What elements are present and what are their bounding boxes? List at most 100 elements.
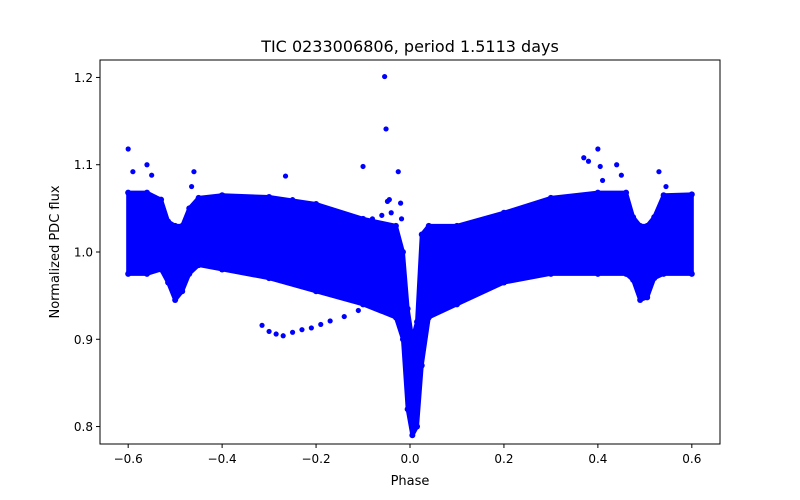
scatter-point: [398, 200, 404, 206]
scatter-point: [289, 329, 296, 335]
scatter-point: [318, 321, 324, 328]
scatter-point: [266, 328, 272, 335]
y-tick-label: 1.1: [74, 158, 93, 172]
scatter-point: [219, 266, 226, 273]
scatter-point: [143, 270, 150, 277]
scatter-point: [409, 336, 416, 343]
scatter-point: [623, 270, 630, 277]
x-tick-label: 0.0: [400, 452, 419, 466]
x-tick-label: −0.6: [114, 452, 143, 466]
scatter-point: [585, 158, 592, 164]
scatter-point: [597, 163, 603, 170]
scatter-point: [280, 333, 286, 339]
scatter-point: [172, 297, 179, 303]
scatter-point: [360, 301, 367, 308]
scatter-point: [346, 212, 352, 218]
scatter-point: [299, 327, 305, 333]
x-tick-label: −0.2: [301, 452, 330, 466]
y-axis: 0.8 0.9 1.0 1.1 1.2: [74, 71, 100, 434]
scatter-point: [386, 197, 392, 203]
scatter-point: [409, 432, 416, 439]
scatter-point: [266, 194, 273, 201]
scatter-point: [656, 169, 662, 175]
scatter-point: [543, 238, 549, 245]
scatter-point: [172, 222, 179, 229]
chart-title: TIC 0233006806, period 1.5113 days: [260, 37, 559, 56]
scatter-point: [130, 169, 136, 175]
scatter-point: [651, 275, 658, 282]
scatter-point: [388, 210, 394, 216]
scatter-point: [186, 270, 193, 277]
scatter-point: [644, 294, 651, 301]
x-axis: −0.6 −0.4 −0.2 0.0 0.2 0.4 0.6: [114, 444, 701, 466]
x-tick-label: 0.6: [682, 452, 701, 466]
scatter-point: [399, 336, 406, 343]
scatter-point: [453, 301, 460, 308]
y-axis-label: Normalized PDC flux: [48, 185, 63, 318]
scatter-point: [158, 196, 165, 203]
scatter-point: [515, 262, 521, 268]
scatter-point: [313, 201, 320, 207]
scatter-point: [125, 146, 131, 152]
scatter-point: [289, 197, 296, 203]
scatter-point: [557, 230, 563, 236]
scatter-point: [688, 270, 695, 277]
y-tick-label: 0.8: [74, 420, 93, 434]
scatter-point: [581, 155, 587, 161]
scatter-point: [308, 325, 314, 331]
x-tick-label: −0.4: [208, 452, 237, 466]
scatter-point: [547, 270, 554, 277]
scatter-point: [487, 282, 493, 288]
scatter-point: [259, 322, 265, 328]
scatter-point: [500, 209, 507, 216]
scatter-point: [529, 249, 535, 255]
scatter-point: [186, 205, 193, 212]
scatter-point: [360, 215, 367, 222]
scatter-point: [430, 301, 437, 307]
scatter-point: [282, 173, 289, 179]
scatter-point: [418, 362, 425, 369]
scatter-point: [623, 189, 630, 196]
scatter-point: [149, 172, 155, 178]
scatter-point: [614, 162, 620, 168]
scatter-point: [158, 266, 165, 273]
scatter-point: [630, 276, 637, 283]
scatter-point: [594, 270, 601, 277]
scatter-point: [594, 189, 601, 196]
y-tick-label: 0.9: [74, 333, 93, 347]
scatter-point: [165, 218, 172, 225]
scatter-point: [144, 162, 150, 168]
scatter-point: [392, 314, 399, 321]
scatter-point: [392, 222, 399, 229]
scatter-point: [404, 305, 411, 312]
scatter-point: [395, 169, 401, 175]
scatter-point: [382, 73, 388, 80]
scatter-point: [425, 222, 432, 229]
scatter-point: [398, 216, 405, 222]
scatter-point: [651, 214, 658, 221]
y-tick-label: 1.2: [74, 71, 93, 85]
plot-area: [125, 73, 695, 439]
x-tick-label: 0.4: [588, 452, 607, 466]
scatter-point: [414, 318, 421, 325]
scatter-point: [179, 222, 186, 229]
scatter-point: [125, 189, 132, 196]
scatter-point: [418, 231, 425, 238]
scatter-point: [468, 291, 474, 297]
scatter-point: [644, 222, 651, 229]
scatter-point: [630, 214, 637, 221]
x-axis-label: Phase: [391, 474, 430, 489]
scatter-point: [425, 314, 432, 321]
scatter-point: [355, 307, 361, 314]
scatter-point: [660, 192, 667, 199]
scatter-point: [595, 146, 601, 152]
scatter-point: [369, 216, 376, 222]
scatter-point: [327, 318, 333, 324]
scatter-point: [663, 183, 669, 190]
scatter-point: [360, 163, 366, 170]
scatter-point: [660, 270, 667, 277]
scatter-point: [188, 183, 195, 190]
scatter-point: [449, 297, 455, 303]
scatter-point: [341, 313, 347, 320]
